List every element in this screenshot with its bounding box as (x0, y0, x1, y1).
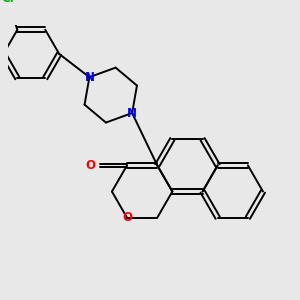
Text: N: N (127, 106, 137, 119)
Text: O: O (85, 159, 95, 172)
Text: O: O (122, 211, 132, 224)
Text: Cl: Cl (1, 0, 14, 4)
Text: N: N (84, 71, 94, 84)
